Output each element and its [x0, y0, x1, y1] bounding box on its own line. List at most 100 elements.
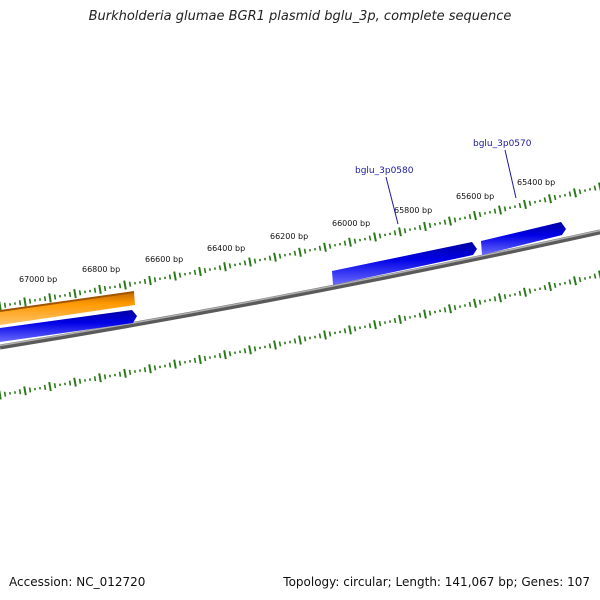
- tick-mark: [228, 263, 232, 269]
- gene-labels: bglu_3p0580 bglu_3p0570: [355, 139, 532, 225]
- tick-mark: [73, 377, 77, 387]
- tick-mark: [3, 302, 7, 308]
- tick-mark: [563, 281, 567, 285]
- tick-mark: [98, 373, 102, 383]
- gene-label-bglu-3p0580[interactable]: bglu_3p0580: [355, 166, 414, 176]
- tick-mark: [403, 315, 407, 321]
- tick-mark: [448, 304, 452, 314]
- tick-mark: [368, 323, 372, 329]
- tick-mark: [148, 364, 152, 374]
- tick-mark: [533, 200, 537, 204]
- tick-mark: [93, 287, 97, 293]
- tick-mark: [498, 205, 502, 215]
- tick-mark: [543, 197, 547, 203]
- tick-mark: [368, 235, 372, 241]
- tick-mark: [28, 387, 32, 393]
- tick-mark: [343, 240, 347, 246]
- tick-mark: [173, 359, 177, 369]
- tick-mark: [318, 333, 322, 339]
- tick-mark: [348, 325, 352, 335]
- scale-labels: 67000 bp 66800 bp 66600 bp 66400 bp 6620…: [19, 178, 555, 284]
- tick-mark: [548, 281, 552, 292]
- tick-mark: [438, 221, 442, 225]
- tick-mark: [243, 348, 247, 354]
- tick-mark: [178, 272, 182, 278]
- tick-mark: [253, 346, 257, 352]
- tick-mark: [143, 367, 147, 373]
- tick-mark: [418, 224, 422, 231]
- tick-mark: [543, 285, 547, 291]
- tick-mark: [178, 360, 182, 366]
- accession-text: Accession: NC_012720: [9, 575, 146, 589]
- tick-mark: [488, 210, 492, 214]
- gene-blue-left[interactable]: [0, 310, 137, 342]
- tick-mark: [433, 310, 437, 314]
- backbone-arc: [0, 229, 600, 350]
- tick-mark: [428, 310, 432, 316]
- tick-mark: [423, 309, 427, 319]
- tick-mark: [598, 182, 600, 192]
- tick-mark: [573, 276, 577, 286]
- tick-mark: [68, 380, 72, 386]
- gene-orange-edge: [0, 291, 135, 312]
- tick-mark: [563, 193, 567, 197]
- tick-mark: [93, 376, 97, 382]
- tick-mark: [593, 185, 597, 191]
- tick-mark: [523, 199, 527, 210]
- tick-mark: [193, 357, 197, 363]
- scale-label: 65400 bp: [517, 178, 555, 187]
- tick-mark: [253, 258, 257, 264]
- tick-mark: [498, 293, 502, 303]
- tick-mark: [43, 384, 47, 391]
- tick-mark: [588, 187, 592, 191]
- tick-mark: [243, 260, 247, 266]
- tick-mark: [553, 282, 557, 288]
- tick-mark: [578, 277, 582, 283]
- gene-bglu-3p0570[interactable]: [481, 222, 566, 255]
- gene-orange[interactable]: [0, 292, 135, 325]
- tick-mark: [548, 194, 552, 204]
- tick-mark: [473, 298, 477, 308]
- tick-mark: [173, 271, 177, 281]
- tick-mark: [328, 331, 332, 337]
- scale-label: 66200 bp: [270, 232, 308, 241]
- tick-mark: [123, 368, 127, 378]
- tick-mark: [293, 250, 297, 256]
- tick-mark: [393, 230, 397, 236]
- map-title: Burkholderia glumae BGR1 plasmid bglu_3p…: [88, 9, 512, 24]
- gene-label-bglu-3p0570[interactable]: bglu_3p0570: [473, 139, 532, 149]
- tick-mark: [248, 257, 252, 267]
- tick-mark: [248, 345, 252, 355]
- inner-tick-ring: [0, 270, 600, 400]
- tick-mark: [168, 274, 172, 280]
- tick-mark: [593, 273, 597, 279]
- tick-mark: [398, 227, 402, 237]
- tick-mark: [0, 301, 2, 311]
- tick-mark: [588, 275, 592, 279]
- tick-mark: [373, 232, 377, 242]
- tick-mark: [98, 284, 102, 294]
- tick-mark: [458, 217, 462, 221]
- tick-mark: [528, 288, 532, 294]
- tick-mark: [68, 291, 72, 298]
- tick-mark: [23, 386, 27, 396]
- tick-mark: [218, 265, 222, 271]
- tick-mark: [78, 290, 82, 296]
- tick-mark: [193, 269, 197, 275]
- tick-mark: [518, 202, 522, 209]
- tick-mark: [273, 252, 277, 262]
- tick-mark: [583, 189, 587, 192]
- tick-mark: [268, 255, 272, 261]
- tick-mark: [328, 243, 332, 249]
- tick-mark: [278, 253, 282, 259]
- tick-mark: [503, 206, 507, 212]
- tick-mark: [473, 210, 477, 221]
- gene-bglu-3p0580[interactable]: [332, 242, 477, 285]
- tick-mark: [483, 211, 487, 215]
- tick-mark: [343, 328, 347, 334]
- tick-mark: [413, 227, 417, 230]
- tick-mark: [508, 206, 512, 210]
- tick-mark: [513, 205, 517, 209]
- tick-mark: [18, 300, 22, 306]
- tick-mark: [203, 267, 207, 274]
